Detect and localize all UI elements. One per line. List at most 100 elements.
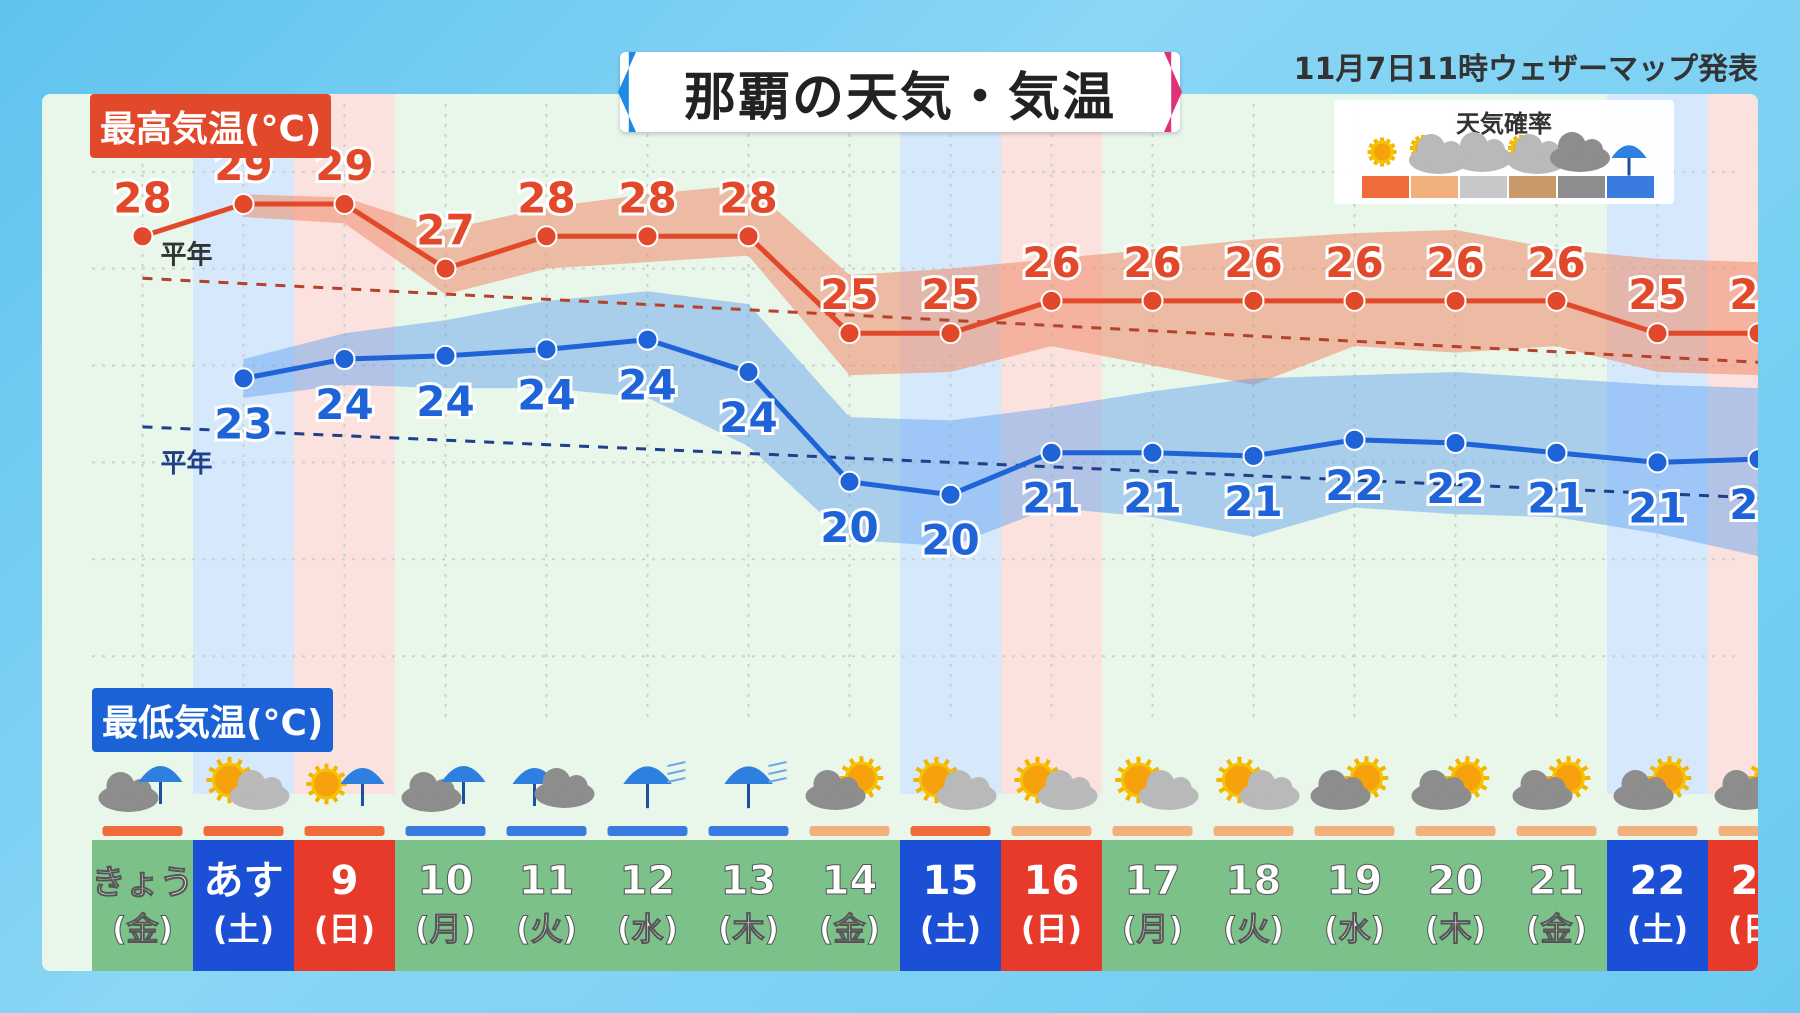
dow-label: (火) <box>516 910 577 948</box>
day-column-bg <box>1708 94 1758 794</box>
data-label: 28 <box>618 173 676 222</box>
probability-bar <box>708 826 789 836</box>
data-label: 25 <box>921 270 979 319</box>
date-cell <box>900 840 1001 971</box>
probability-bar <box>304 826 385 836</box>
storm-umbrella-icon <box>724 761 787 809</box>
data-label: 25 <box>1729 270 1758 319</box>
cloud-icon <box>1452 132 1512 172</box>
title-right-bracket <box>1164 52 1182 132</box>
date-label: 11 <box>519 858 575 904</box>
date-cell <box>1304 840 1405 971</box>
sun-cloud-icon <box>1216 756 1300 810</box>
umbrella-icon <box>1611 145 1647 176</box>
dow-label: (月) <box>1122 910 1183 948</box>
date-cell <box>1405 840 1506 971</box>
data-label: 20 <box>820 503 878 552</box>
data-point <box>535 338 558 361</box>
data-point <box>838 322 861 345</box>
date-cell <box>1607 840 1708 971</box>
data-label: 26 <box>1426 238 1484 287</box>
data-point <box>838 470 861 493</box>
probability-bar <box>203 826 284 836</box>
data-label: 26 <box>1123 238 1181 287</box>
data-point <box>232 193 255 215</box>
data-label: 24 <box>517 370 575 419</box>
data-point <box>737 225 760 248</box>
date-label: 15 <box>923 858 979 904</box>
data-point <box>737 360 760 383</box>
data-point <box>1040 441 1063 464</box>
dow-label: (日) <box>1728 910 1758 948</box>
weather-probability-legend: 天気確率 <box>1334 100 1674 204</box>
sun-cloud-icon <box>913 756 997 810</box>
date-cell <box>799 840 900 971</box>
cloud-sun-icon <box>1310 756 1389 810</box>
data-point <box>1343 289 1366 312</box>
data-label: 28 <box>517 173 575 222</box>
data-point <box>1646 322 1669 345</box>
date-cell <box>1708 840 1758 971</box>
date-cell <box>1506 840 1607 971</box>
forecast-chart: 平年平年282929272828282525262626262626252523… <box>91 94 1758 971</box>
data-label: 21 <box>1022 474 1080 523</box>
date-cell <box>1203 840 1304 971</box>
data-point <box>1545 289 1568 312</box>
title-text: 那覇の天気・気温 <box>683 67 1116 128</box>
date-label: 20 <box>1428 858 1484 904</box>
dow-label: (日) <box>1021 910 1082 948</box>
dow-label: (火) <box>1223 910 1284 948</box>
title-left-bracket <box>618 52 636 132</box>
data-label: 21 <box>1729 480 1758 529</box>
data-point <box>1747 448 1758 471</box>
data-point <box>1040 289 1063 312</box>
data-point <box>535 225 558 248</box>
legend-swatch <box>1558 176 1605 198</box>
date-label: 9 <box>331 858 359 904</box>
legend-swatch <box>1509 176 1556 198</box>
probability-bar <box>1011 826 1092 836</box>
dow-label: (木) <box>718 910 779 948</box>
data-label: 26 <box>1224 238 1282 287</box>
data-label: 29 <box>315 141 373 190</box>
data-label: 24 <box>618 361 676 410</box>
dow-label: (金) <box>1526 910 1587 948</box>
probability-bar <box>910 826 991 836</box>
cloud-umbrella-icon <box>98 766 183 812</box>
data-label: 24 <box>416 377 474 426</box>
low-normal-line <box>142 425 1758 500</box>
legend-swatches <box>1362 132 1654 198</box>
date-cell <box>597 840 698 971</box>
date-label: 22 <box>1630 858 1686 904</box>
data-point <box>1444 289 1467 312</box>
probability-bar <box>809 826 890 836</box>
date-cell <box>395 840 496 971</box>
date-label: 17 <box>1125 858 1181 904</box>
data-point <box>636 225 659 248</box>
data-label: 26 <box>1022 238 1080 287</box>
data-point <box>1242 444 1265 467</box>
data-label: 27 <box>416 206 474 255</box>
data-label: 24 <box>315 380 373 429</box>
data-label: 23 <box>214 399 272 448</box>
data-point <box>1242 289 1265 312</box>
date-cell <box>92 840 193 971</box>
data-label: 22 <box>1426 464 1484 513</box>
cloud-sun-icon <box>1411 756 1490 810</box>
sun-cloud-icon <box>1014 756 1098 810</box>
high-normal-label: 平年 <box>161 239 213 270</box>
data-point <box>1444 432 1467 455</box>
data-label: 26 <box>1527 238 1585 287</box>
data-label: 21 <box>1224 477 1282 526</box>
legend-swatch <box>1460 176 1507 198</box>
cloud-umbrella-icon <box>401 766 486 812</box>
probability-bar <box>1213 826 1294 836</box>
legend-swatch <box>1362 176 1409 198</box>
data-label: 21 <box>1527 474 1585 523</box>
data-point <box>1545 441 1568 464</box>
data-point <box>1747 322 1758 345</box>
data-point <box>636 328 659 351</box>
date-label: 10 <box>418 858 474 904</box>
data-point <box>939 322 962 345</box>
probability-bar <box>607 826 688 836</box>
